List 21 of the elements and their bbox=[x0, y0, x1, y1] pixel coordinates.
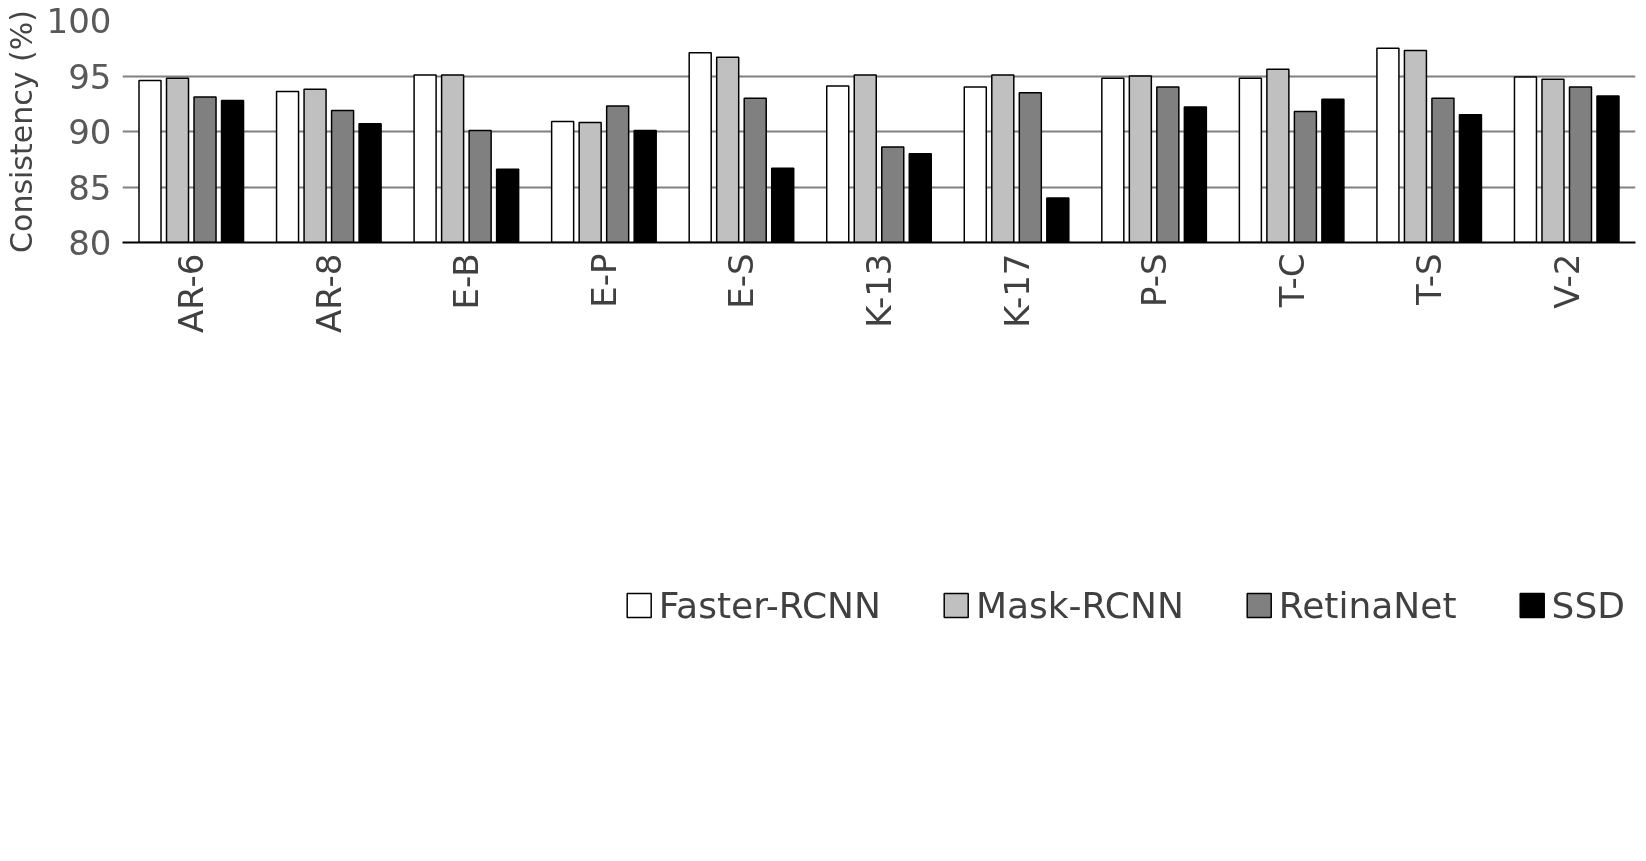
y-tick-label: 100 bbox=[46, 1, 112, 41]
legend-label: SSD bbox=[1551, 584, 1625, 626]
x-tick-label: V-2 bbox=[1546, 253, 1587, 309]
x-tick-label: E-S bbox=[721, 253, 762, 309]
legend-label: Faster-RCNN bbox=[658, 584, 881, 626]
y-tick-label: 90 bbox=[68, 112, 112, 152]
x-tick-label: AR-8 bbox=[308, 253, 349, 333]
legend-label: RetinaNet bbox=[1278, 584, 1457, 626]
x-tick-label: T-S bbox=[1409, 253, 1450, 306]
y-tick-label: 80 bbox=[68, 223, 112, 263]
x-tick-label: AR-6 bbox=[171, 253, 212, 333]
y-axis-title: Consistency (%) bbox=[3, 10, 39, 253]
y-tick-label: 95 bbox=[68, 56, 112, 97]
y-tick-label: 85 bbox=[68, 167, 112, 208]
x-tick-label: K-17 bbox=[996, 253, 1037, 328]
x-tick-label: E-P bbox=[583, 253, 624, 308]
x-tick-label: E-B bbox=[446, 253, 487, 310]
legend-label: Mask-RCNN bbox=[975, 584, 1184, 626]
x-tick-label: K-13 bbox=[859, 253, 899, 328]
x-tick-label: T-C bbox=[1271, 253, 1312, 309]
x-tick-label: P-S bbox=[1134, 253, 1175, 308]
